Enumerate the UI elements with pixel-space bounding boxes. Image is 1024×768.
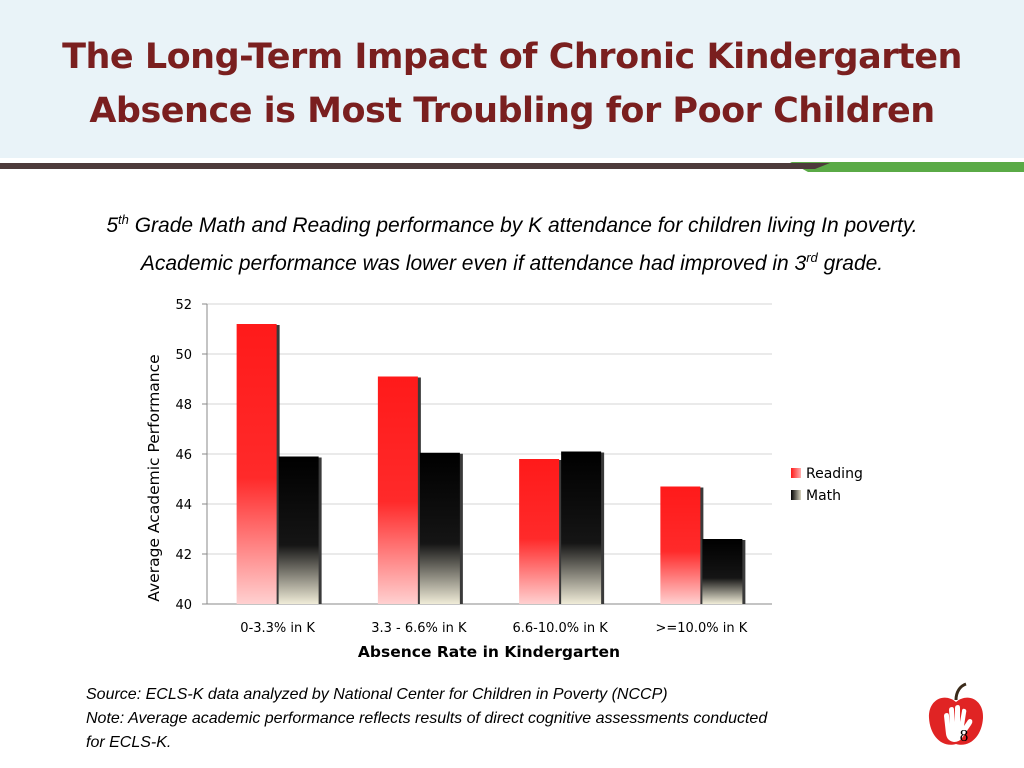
apple-stem-icon <box>954 682 967 701</box>
note-line-2: for ECLS-K. <box>86 734 172 751</box>
y-tick-label: 42 <box>175 548 192 563</box>
source-footnote: Source: ECLS-K data analyzed by National… <box>86 683 946 755</box>
divider-dark-tip <box>760 163 830 169</box>
bar-math-0 <box>278 456 319 604</box>
x-tick-label: >=10.0% in K <box>656 621 748 636</box>
bar-reading-3 <box>660 486 701 604</box>
source-line: Source: ECLS-K data analyzed by National… <box>86 686 668 703</box>
legend-swatch-math <box>791 490 801 500</box>
bar-math-1 <box>419 452 460 604</box>
hand-icon <box>944 705 973 742</box>
y-tick-label: 46 <box>175 448 192 463</box>
bar-math-3 <box>702 539 743 604</box>
y-tick-label: 44 <box>175 498 192 513</box>
title-header: The Long-Term Impact of Chronic Kinderga… <box>0 0 1024 158</box>
subtitle-line-2: Academic performance was lower even if a… <box>0 242 1024 280</box>
legend-label-math: Math <box>806 488 841 504</box>
header-divider-band <box>0 162 1024 172</box>
slide-title-line-2: Absence is Most Troubling for Poor Child… <box>89 91 935 131</box>
x-tick-label: 3.3 - 6.6% in K <box>371 621 467 636</box>
chart-subtitle: 5th Grade Math and Reading performance b… <box>0 204 1024 280</box>
legend: Reading Math <box>791 466 863 504</box>
page-number: 8 <box>959 726 969 745</box>
slide-title-line-1: The Long-Term Impact of Chronic Kinderga… <box>62 37 962 77</box>
y-tick-label: 50 <box>175 348 192 363</box>
subtitle-superscript-th: th <box>118 212 129 227</box>
bar-reading-2 <box>519 459 560 604</box>
subtitle-line-2-end: grade. <box>817 252 884 275</box>
y-axis-label: Average Academic Performance <box>145 354 163 601</box>
note-line-1: Note: Average academic performance refle… <box>86 710 768 727</box>
bar-reading-1 <box>377 376 418 604</box>
bar-math-2 <box>561 451 602 604</box>
slide-title: The Long-Term Impact of Chronic Kinderga… <box>0 30 1024 138</box>
divider-green-segment <box>790 162 1024 172</box>
y-tick-label: 40 <box>175 598 192 613</box>
y-tick-label: 48 <box>175 398 192 413</box>
subtitle-line-1: 5th Grade Math and Reading performance b… <box>0 204 1024 242</box>
subtitle-grade-number: 5 <box>106 214 119 237</box>
subtitle-line-2-text: Academic performance was lower even if a… <box>140 252 807 275</box>
y-tick-label: 52 <box>175 298 192 313</box>
subtitle-superscript-rd: rd <box>806 250 818 265</box>
x-axis-label: Absence Rate in Kindergarten <box>358 643 620 661</box>
legend-label-reading: Reading <box>806 466 863 482</box>
x-tick-label: 0-3.3% in K <box>240 621 315 636</box>
apple-hand-logo-icon <box>928 682 984 745</box>
bar-reading-0 <box>236 324 277 604</box>
legend-swatch-reading <box>791 468 801 478</box>
x-tick-label: 6.6-10.0% in K <box>512 621 608 636</box>
subtitle-line-1-text: Grade Math and Reading performance by K … <box>128 214 918 237</box>
divider-dark-segment <box>0 163 808 169</box>
